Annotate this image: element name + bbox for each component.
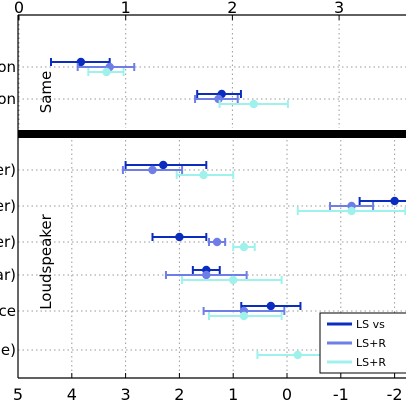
bottom-tick-label: 1 [228, 385, 238, 404]
row-label: on [0, 58, 16, 76]
data-point [390, 196, 399, 206]
legend: LS vs LS+R LS+R [319, 312, 406, 374]
data-point [199, 170, 208, 180]
data-point [159, 160, 168, 170]
data-point [239, 242, 249, 252]
data-point [202, 270, 211, 280]
data-point [148, 165, 157, 175]
plot-frame [17, 14, 406, 379]
data-point [229, 275, 238, 285]
bottom-tick-label: -2 [387, 385, 403, 404]
data-point [212, 237, 222, 247]
data-point [293, 350, 302, 360]
row-label: er) [0, 161, 16, 179]
row-label: ce [0, 302, 16, 320]
data-point [175, 232, 184, 242]
group-label-same: Same [37, 71, 55, 114]
data-point [347, 206, 356, 216]
row-label: er) [0, 233, 16, 251]
panel-separator [18, 130, 406, 138]
bottom-tick-label: 0 [282, 385, 292, 404]
legend-label: LS+R [356, 337, 386, 350]
data-point [239, 311, 249, 321]
data-point [102, 67, 111, 77]
legend-label: LS+R [356, 356, 386, 369]
row-label: er) [0, 197, 16, 215]
bottom-tick-label: 2 [174, 385, 184, 404]
data-point [76, 57, 86, 67]
row-label: ar) [0, 266, 16, 284]
bottom-tick-label: 3 [121, 385, 131, 404]
top-tick-label: 2 [227, 0, 237, 17]
top-tick-label: 3 [334, 0, 344, 17]
bottom-tick-label: -1 [333, 385, 349, 404]
top-tick-label: 1 [121, 0, 131, 17]
row-label: on [0, 90, 16, 108]
row-labels: Same Loudspeaker on on er) er) er) ar) ce e) [0, 58, 55, 359]
data-point [214, 94, 223, 104]
bottom-tick-label: 5 [13, 385, 23, 404]
data-marks [50, 57, 406, 360]
data-point [249, 99, 258, 109]
axis-ticks: 0 1 2 3 5 4 3 2 1 0 -1 -2 [13, 0, 403, 404]
data-point [266, 301, 276, 311]
row-label: e) [1, 341, 16, 359]
top-tick-label: 0 [14, 0, 24, 17]
bottom-tick-label: 4 [67, 385, 77, 404]
legend-label: LS vs [356, 318, 385, 331]
group-label-loudspeaker: Loudspeaker [37, 213, 55, 309]
